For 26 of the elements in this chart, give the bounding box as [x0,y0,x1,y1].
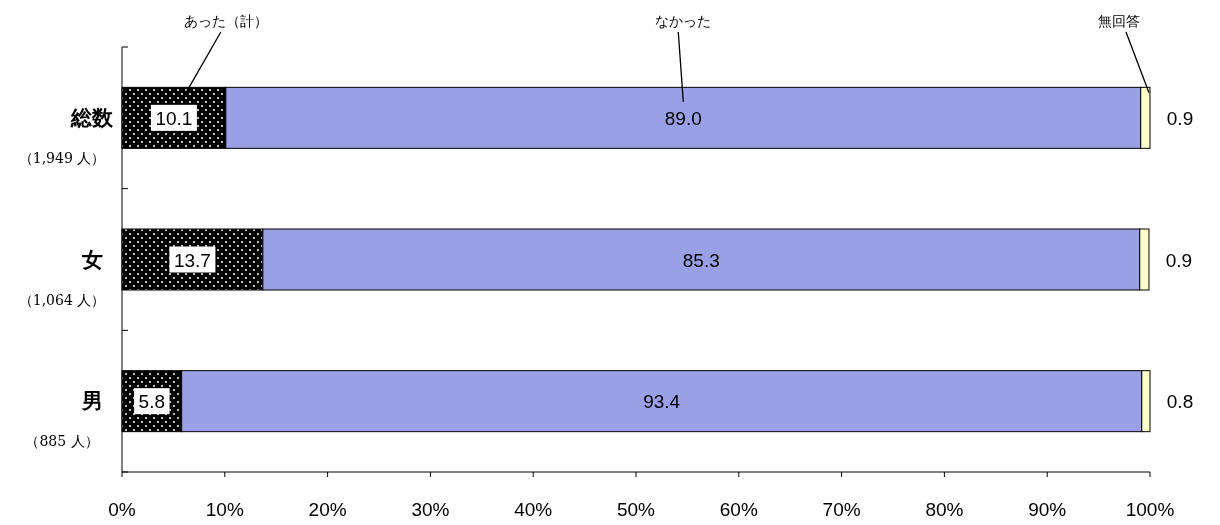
x-tick-label: 30% [411,499,450,520]
x-tick-label: 90% [1028,499,1067,520]
data-label: 89.0 [664,107,702,129]
data-label: 93.4 [643,391,681,413]
x-tick-label: 10% [205,499,244,520]
x-tick-label: 70% [822,499,861,520]
y-tick-label: 女（1,064 人） [18,247,106,308]
x-tick-label: 60% [719,499,758,520]
x-tick-label: 40% [514,499,553,520]
y-tick-label: 男（885 人） [25,389,103,450]
data-label: 0.9 [1166,107,1194,129]
x-tick-label: 80% [925,499,964,520]
text: あった（計） [183,13,268,29]
x-tick-label: 20% [308,499,347,520]
text: なかった [655,13,712,29]
x-tick-label: 50% [616,499,656,520]
data-label: 10.1 [155,107,193,129]
x-tick-label: 100% [1125,499,1175,520]
data-label: 0.8 [1166,391,1194,413]
y-tick-label: 総数（1,949 人） [18,105,114,166]
data-label: 85.3 [682,249,720,271]
text: 無回答 [1098,13,1140,29]
data-label: 13.7 [173,249,211,271]
data-label: 0.9 [1165,249,1193,271]
x-tick-label: 0% [108,499,136,520]
data-label: 5.8 [138,391,166,413]
